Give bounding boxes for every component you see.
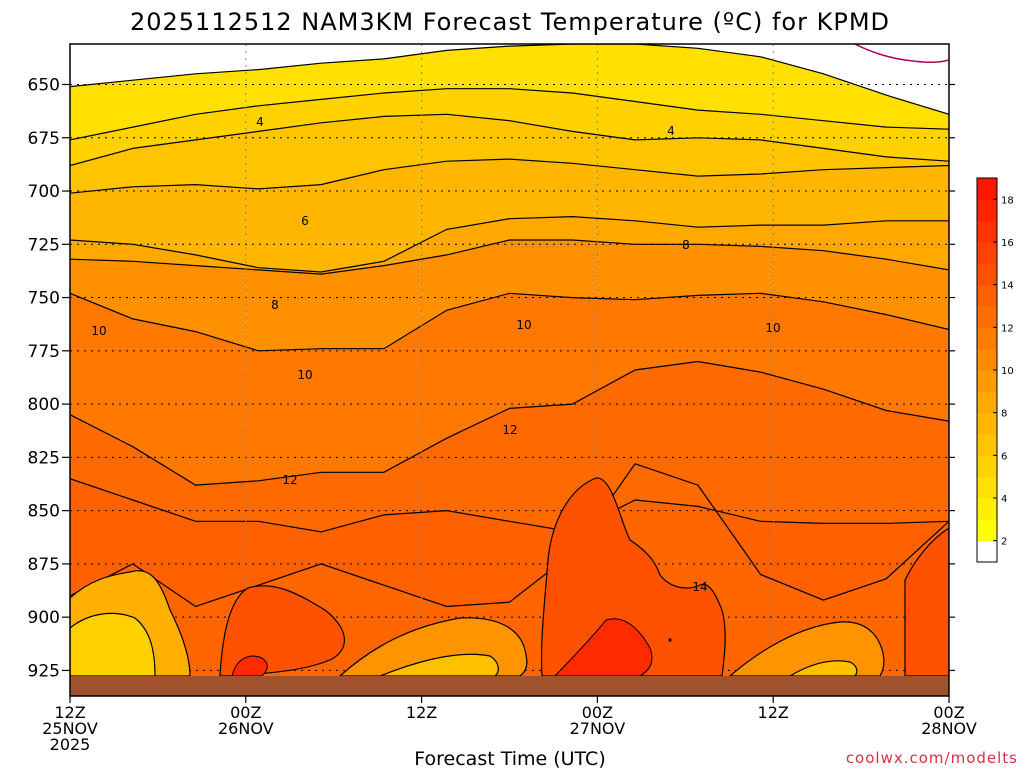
- colorbar: 2 4 6 8 10 12 14 16 18: [976, 177, 1014, 563]
- colorbar-swatch: [977, 370, 997, 392]
- contour-label: 6: [301, 214, 309, 228]
- contour-label: 8: [682, 238, 690, 252]
- y-tick-label: 700: [28, 182, 60, 202]
- contour-label: 8: [271, 298, 279, 312]
- contour-label: 10: [297, 368, 312, 382]
- y-tick-label: 750: [28, 289, 60, 309]
- colorbar-label: 8: [1001, 409, 1007, 420]
- contour-line-7: [70, 239, 949, 275]
- contour-label: 14: [692, 580, 707, 594]
- colorbar-swatch: [977, 455, 997, 478]
- colorbar-swatch: [977, 199, 997, 222]
- contour-line-8: [70, 292, 949, 352]
- y-tick-label: 850: [28, 502, 60, 522]
- y-tick-label: 650: [28, 75, 60, 95]
- colorbar-label: 18: [1001, 195, 1014, 206]
- zero-degree-contour: [854, 44, 949, 64]
- credit-text: coolwx.com/modelts: [846, 749, 1018, 767]
- hot-core-26nov: [231, 655, 268, 677]
- cool-lobe-26nov-inner: [379, 653, 499, 677]
- colorbar-swatch: [977, 412, 997, 435]
- y-tick-label: 775: [28, 342, 60, 362]
- colorbar-label: 6: [1001, 451, 1007, 462]
- colorbar-label: 4: [1001, 494, 1007, 505]
- y-tick-label: 875: [28, 555, 60, 575]
- warm-pocket-28nov: [904, 527, 949, 677]
- contour-line-10: [70, 360, 949, 486]
- x-tick-label: 00Z: [582, 703, 613, 722]
- contour-line-4: [70, 113, 949, 167]
- warm-pocket-26nov: [219, 585, 345, 677]
- x-tick-label: 25NOV: [42, 719, 98, 738]
- contour-line-5: [70, 158, 949, 194]
- colorbar-swatch: [977, 178, 997, 200]
- colorbar-swatch: [977, 242, 997, 264]
- contour-line-12: [70, 478, 949, 533]
- y-tick-label: 725: [28, 235, 60, 255]
- contour-line-3: [70, 88, 949, 141]
- contour-label: 10: [91, 324, 106, 338]
- colorbar-swatch: [977, 220, 997, 243]
- colorbar-swatch: [977, 519, 997, 542]
- contour-label: 12: [502, 423, 517, 437]
- colorbar-swatch: [977, 348, 997, 371]
- contour-label: 10: [516, 318, 531, 332]
- x-tick-label: 12Z: [758, 703, 789, 722]
- colorbar-swatch: [977, 263, 997, 286]
- y-tick-label: 925: [28, 661, 60, 681]
- colorbar-swatch: [977, 327, 997, 350]
- pressure-axis: 650 675 700 725 750 775 800 825 850 875 900 925: [28, 75, 955, 681]
- band-cold: [70, 44, 949, 115]
- colorbar-swatch: [977, 306, 997, 328]
- x-tick-label: 26NOV: [218, 719, 274, 738]
- x-axis-label: Forecast Time (UTC): [414, 748, 605, 768]
- colorbar-label: 16: [1001, 238, 1014, 249]
- colorbar-swatch: [977, 476, 997, 499]
- contour-line-14: [70, 463, 949, 608]
- y-tick-label: 900: [28, 608, 60, 628]
- colorbar-swatch: [977, 540, 997, 563]
- colorbar-label: 2: [1001, 537, 1007, 548]
- x-tick-label: 00Z: [230, 703, 261, 722]
- contour-line-6: [70, 215, 949, 273]
- sounding-marker: [668, 638, 672, 642]
- colorbar-swatch: [977, 498, 997, 520]
- plot-frame: [69, 43, 950, 697]
- colorbar-label: 12: [1001, 323, 1014, 334]
- colorbar-swatch: [977, 434, 997, 456]
- y-tick-label: 800: [28, 395, 60, 415]
- contour-label: 10: [765, 321, 780, 335]
- temperature-contours: [70, 44, 949, 608]
- cool-lobe-25nov-inner: [70, 612, 156, 677]
- y-tick-label: 825: [28, 448, 60, 468]
- plot-area: 4 4 6 8 8 10 10 10 10 12 12 14: [70, 44, 949, 696]
- x-tick-label: 27NOV: [570, 719, 626, 738]
- band-above-3: [70, 44, 949, 140]
- colorbar-label: 14: [1001, 281, 1014, 292]
- terrain-surface: [70, 676, 949, 696]
- hot-core-27nov: [553, 618, 653, 677]
- contour-label: 4: [667, 124, 675, 138]
- x-tick-label: 28NOV: [921, 719, 977, 738]
- colorbar-swatch: [977, 284, 997, 307]
- x-tick-label: 00Z: [933, 703, 964, 722]
- contour-labels: 4 4 6 8 8 10 10 10 10 12 12 14: [91, 115, 780, 594]
- cool-lobe-27nov-inner: [787, 660, 858, 677]
- x-tick-label: 12Z: [406, 703, 437, 722]
- contour-label: 4: [256, 115, 264, 129]
- x-tick-label: 12Z: [54, 703, 85, 722]
- colorbar-label: 10: [1001, 366, 1014, 377]
- contour-label: 12: [282, 473, 297, 487]
- x-tick-label: 2025: [50, 735, 91, 754]
- chart-title: 2025112512 NAM3KM Forecast Temperature (…: [130, 8, 890, 36]
- y-tick-label: 675: [28, 129, 60, 149]
- warm-pocket-27nov: [540, 477, 726, 677]
- contour-line-2: [70, 44, 949, 115]
- colorbar-swatch: [977, 391, 997, 414]
